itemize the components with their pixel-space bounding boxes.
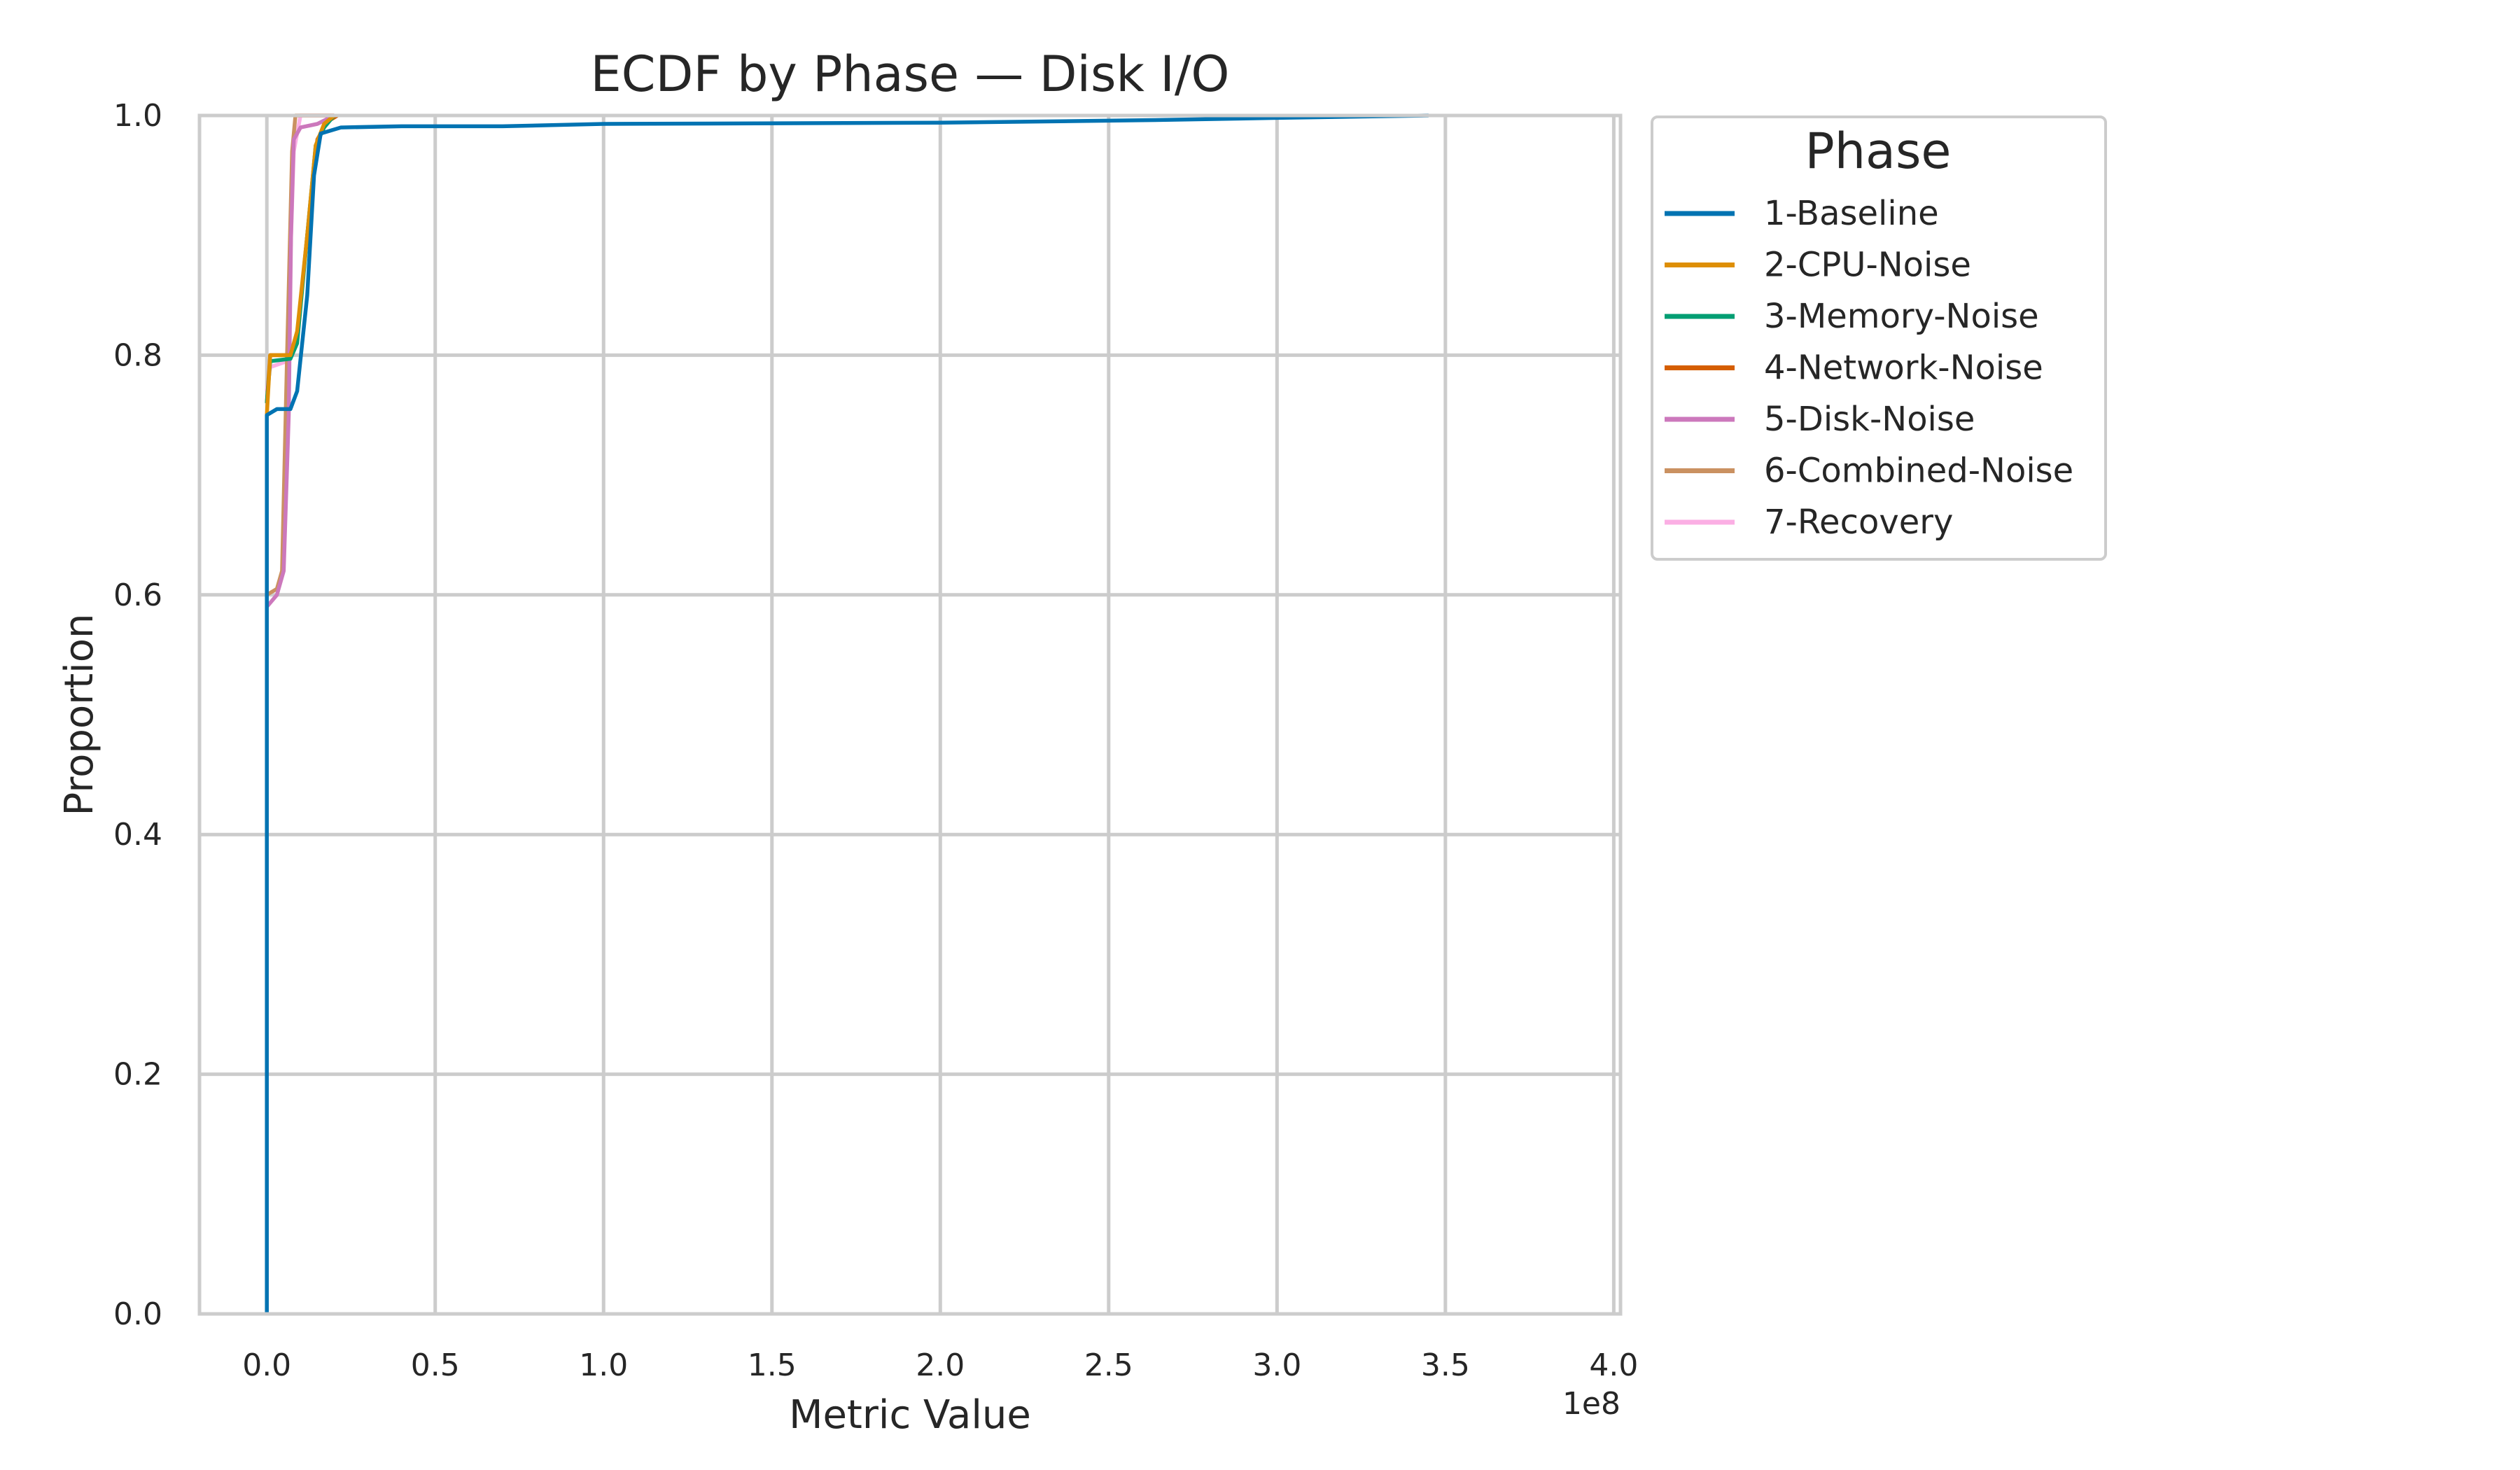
legend-label: 4-Network-Noise — [1764, 349, 2043, 388]
x-offset-label: 1e8 — [1562, 1386, 1620, 1422]
legend-label: 1-Baseline — [1764, 194, 1939, 233]
plot-frame — [197, 113, 1623, 1316]
legend-label: 2-CPU-Noise — [1764, 246, 1971, 285]
legend-frame — [1651, 115, 2107, 561]
x-tick-label: 2.5 — [1084, 1348, 1133, 1383]
y-tick-label: 1.0 — [113, 98, 162, 134]
series-line-5-disk-noise — [265, 113, 335, 608]
x-tick-label: 3.0 — [1252, 1348, 1301, 1383]
legend-label: 3-Memory-Noise — [1764, 297, 2039, 336]
legend: Phase 1-Baseline 2-CPU-Noise 3-Memory-Nois… — [1651, 115, 2107, 561]
y-tick-label: 0.6 — [113, 578, 162, 613]
x-tick-label: 2.0 — [916, 1348, 965, 1383]
legend-label: 5-Disk-Noise — [1764, 400, 1975, 439]
legend-label: 7-Recovery — [1764, 503, 1953, 542]
y-tick-label: 0.2 — [113, 1057, 162, 1093]
grid — [200, 113, 1620, 1316]
x-tick-label: 0.0 — [242, 1348, 291, 1383]
y-tick-label: 0.0 — [113, 1296, 162, 1332]
x-tick-labels: 0.0 0.5 1.0 1.5 2.0 2.5 3.0 3.5 4.0 — [242, 1348, 1638, 1383]
legend-title: Phase — [1805, 122, 1951, 180]
chart-title: ECDF by Phase — Disk I/O — [590, 46, 1229, 103]
x-tick-label: 4.0 — [1589, 1348, 1638, 1383]
y-tick-label: 0.8 — [113, 337, 162, 373]
x-tick-label: 1.5 — [748, 1348, 797, 1383]
legend-label: 6-Combined-Noise — [1764, 451, 2073, 491]
x-tick-label: 0.5 — [411, 1348, 460, 1383]
x-tick-label: 1.0 — [579, 1348, 628, 1383]
y-tick-labels: 0.0 0.2 0.4 0.6 0.8 1.0 — [113, 98, 162, 1332]
legend-items: 1-Baseline 2-CPU-Noise 3-Memory-Noise 4-Net… — [1665, 194, 2073, 542]
y-axis-label: Proportion — [57, 614, 102, 816]
series-line-1-baseline — [265, 113, 1429, 1314]
y-tick-label: 0.4 — [113, 817, 162, 853]
x-tick-label: 3.5 — [1421, 1348, 1470, 1383]
x-axis-label: Metric Value — [789, 1392, 1031, 1438]
series-line-2-cpu-noise — [265, 113, 336, 416]
